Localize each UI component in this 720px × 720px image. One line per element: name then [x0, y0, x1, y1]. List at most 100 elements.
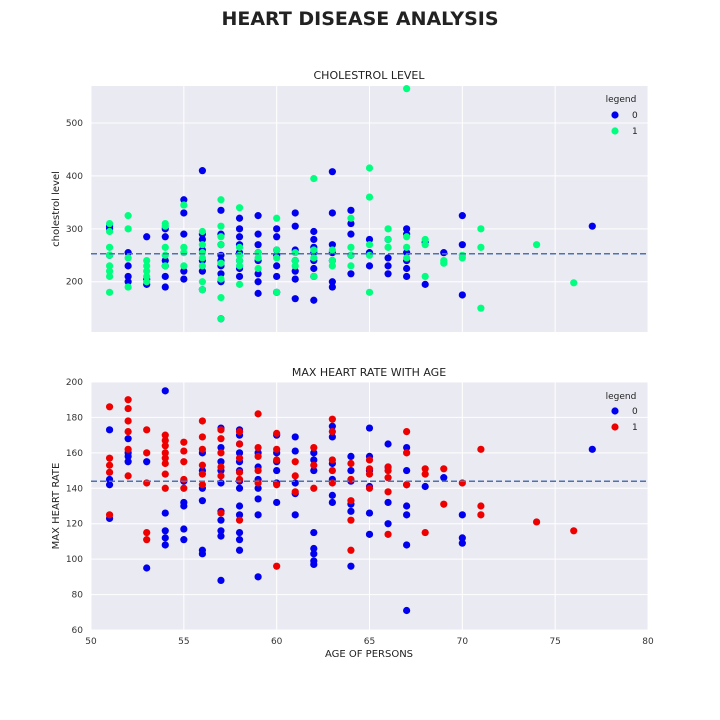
- heart-rate-point-class-1: [198, 433, 206, 441]
- heart-rate-y-tick-label: 100: [66, 555, 83, 565]
- cholesterol-legend-label-0: 0: [632, 111, 638, 121]
- heart-rate-x-tick-label: 70: [457, 637, 469, 647]
- cholesterol-legend-marker-0: [611, 111, 619, 119]
- heart-rate-point-class-1: [235, 428, 244, 436]
- heart-rate-legend: legend 0 1: [606, 392, 638, 433]
- heart-rate-x-tick-labels: 50 55 60 65 70 75 80: [85, 637, 654, 647]
- cholesterol-point-class-1: [235, 204, 244, 212]
- cholesterol-point-class-0: [403, 225, 411, 233]
- cholesterol-point-class-0: [235, 214, 244, 222]
- heart-rate-point-class-1: [347, 516, 355, 524]
- cholesterol-point-class-1: [124, 283, 132, 291]
- cholesterol-point-class-1: [143, 262, 151, 270]
- heart-rate-point-class-0: [124, 458, 132, 466]
- cholesterol-point-class-0: [403, 272, 411, 281]
- cholesterol-point-class-1: [403, 254, 411, 262]
- heart-rate-point-class-1: [291, 458, 299, 466]
- cholesterol-point-class-1: [328, 256, 336, 265]
- heart-rate-point-class-1: [365, 470, 374, 478]
- cholesterol-point-class-0: [235, 233, 244, 241]
- cholesterol-point-class-1: [161, 262, 169, 270]
- cholesterol-legend-title: legend: [606, 95, 637, 105]
- cholesterol-point-class-0: [310, 264, 318, 273]
- cholesterol-y-tick-label: 400: [66, 172, 83, 182]
- cholesterol-point-class-1: [180, 249, 188, 257]
- heart-rate-point-class-1: [180, 447, 188, 455]
- heart-rate-point-class-1: [273, 562, 281, 570]
- cholesterol-point-class-0: [254, 241, 262, 249]
- heart-rate-x-tick-label: 50: [85, 637, 97, 647]
- cholesterol-point-class-0: [254, 278, 262, 286]
- cholesterol-point-class-1: [347, 243, 355, 251]
- cholesterol-point-class-0: [365, 262, 374, 270]
- cholesterol-point-class-0: [291, 295, 299, 303]
- cholesterol-point-class-0: [347, 230, 355, 238]
- cholesterol-point-class-0: [328, 209, 336, 217]
- cholesterol-point-class-1: [217, 315, 225, 323]
- cholesterol-point-class-1: [143, 272, 151, 281]
- cholesterol-y-axis-label: cholestrol level: [51, 171, 62, 247]
- cholesterol-point-class-0: [347, 270, 355, 278]
- heart-rate-point-class-0: [161, 534, 169, 542]
- cholesterol-point-class-1: [421, 235, 429, 244]
- heart-rate-point-class-0: [143, 564, 151, 572]
- cholesterol-point-class-0: [328, 168, 336, 176]
- heart-rate-point-class-1: [124, 445, 132, 453]
- heart-rate-point-class-0: [328, 433, 336, 441]
- cholesterol-point-class-1: [217, 196, 225, 204]
- cholesterol-point-class-1: [161, 222, 169, 230]
- heart-rate-point-class-1: [310, 461, 318, 469]
- heart-rate-x-tick-label: 80: [642, 637, 654, 647]
- cholesterol-point-class-1: [217, 241, 225, 249]
- heart-rate-point-class-0: [291, 433, 299, 441]
- heart-rate-point-class-0: [291, 511, 299, 519]
- cholesterol-point-class-0: [161, 272, 169, 281]
- heart-rate-point-class-0: [254, 484, 262, 492]
- cholesterol-point-class-0: [198, 267, 206, 275]
- cholesterol-point-class-0: [254, 270, 262, 278]
- heart-rate-point-class-0: [254, 495, 262, 503]
- cholesterol-point-class-1: [477, 243, 485, 251]
- heart-rate-point-class-0: [347, 507, 355, 515]
- heart-rate-point-class-1: [254, 466, 262, 475]
- heart-rate-point-class-1: [347, 459, 355, 468]
- heart-rate-point-class-1: [254, 452, 262, 460]
- heart-rate-point-class-0: [180, 536, 188, 544]
- heart-rate-point-class-1: [161, 470, 169, 478]
- heart-rate-point-class-1: [328, 415, 336, 423]
- heart-rate-point-class-1: [180, 438, 188, 446]
- heart-rate-point-class-1: [217, 472, 225, 480]
- heart-rate-point-class-0: [161, 387, 169, 395]
- cholesterol-point-class-1: [235, 243, 244, 251]
- cholesterol-point-class-1: [273, 288, 281, 296]
- heart-rate-x-tick-label: 75: [549, 637, 560, 647]
- heart-rate-point-class-0: [235, 546, 244, 554]
- cholesterol-legend-label-1: 1: [632, 127, 638, 137]
- heart-rate-point-class-1: [365, 456, 374, 464]
- heart-rate-point-class-1: [328, 466, 336, 475]
- heart-rate-y-tick-label: 60: [72, 626, 84, 636]
- heart-rate-point-class-1: [161, 442, 169, 450]
- cholesterol-point-class-0: [328, 278, 336, 286]
- cholesterol-point-class-1: [347, 214, 355, 222]
- heart-rate-point-class-0: [310, 560, 318, 569]
- heart-rate-point-class-1: [384, 488, 392, 496]
- cholesterol-point-class-0: [310, 235, 318, 244]
- heart-rate-point-class-0: [310, 544, 318, 553]
- cholesterol-point-class-0: [254, 212, 262, 220]
- cholesterol-point-class-1: [403, 85, 411, 93]
- heart-rate-point-class-0: [217, 527, 225, 535]
- cholesterol-point-class-1: [235, 256, 244, 265]
- cholesterol-point-class-1: [273, 254, 281, 262]
- cholesterol-point-class-1: [477, 225, 485, 233]
- cholesterol-point-class-0: [124, 272, 132, 281]
- heart-rate-point-class-1: [217, 435, 225, 443]
- heart-rate-point-class-0: [235, 536, 244, 544]
- cholesterol-y-tick-label: 300: [66, 225, 83, 235]
- cholesterol-point-class-0: [273, 272, 281, 281]
- cholesterol-y-tick-label: 200: [66, 278, 83, 288]
- cholesterol-point-class-0: [291, 222, 299, 230]
- heart-rate-point-class-1: [161, 454, 169, 462]
- heart-rate-point-class-0: [124, 435, 132, 443]
- cholesterol-point-class-1: [291, 249, 299, 257]
